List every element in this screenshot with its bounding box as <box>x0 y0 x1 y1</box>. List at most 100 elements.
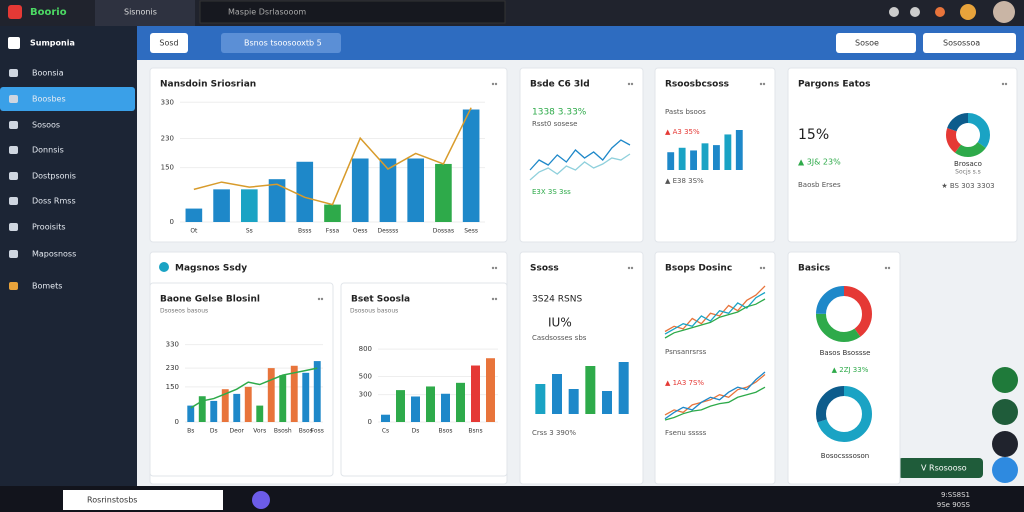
button-label: Sosd <box>159 39 178 48</box>
line <box>190 367 318 409</box>
x-tick-label: Fssa <box>326 228 340 235</box>
bar <box>267 368 275 422</box>
x-tick-label: Ds <box>210 428 218 435</box>
y-tick-label: 230 <box>166 364 179 372</box>
tab[interactable] <box>95 0 195 26</box>
x-tick-label: Vors <box>253 428 266 435</box>
fab[interactable] <box>992 431 1018 457</box>
x-tick-label: Bsos <box>438 428 452 435</box>
nav-item[interactable]: Bomets <box>32 282 62 291</box>
line <box>529 139 631 171</box>
select[interactable] <box>836 33 916 53</box>
menu-dot[interactable] <box>887 266 891 270</box>
card-text: E3X 3S 3ss <box>532 188 571 196</box>
bar <box>724 134 732 170</box>
nav-item[interactable]: Boosbes <box>32 95 66 104</box>
bar <box>678 147 686 170</box>
nav-item[interactable]: Maposnoss <box>32 250 76 259</box>
menu-dot[interactable] <box>884 266 888 270</box>
bar <box>187 405 195 422</box>
menu-dot[interactable] <box>494 82 498 86</box>
bar <box>213 189 230 222</box>
tab-label: Sisnonis <box>124 8 157 17</box>
card-text: 3S24 RSNS <box>532 295 582 305</box>
bar <box>471 365 480 422</box>
icon[interactable] <box>910 7 920 17</box>
card-text: ▲ E38 3S% <box>665 177 704 185</box>
app-icon[interactable] <box>252 491 270 509</box>
menu-dot[interactable] <box>491 297 495 301</box>
nav-item[interactable]: Dostpsonis <box>32 172 76 181</box>
menu-dot[interactable] <box>627 266 631 270</box>
menu-dot[interactable] <box>759 82 763 86</box>
menu-dot[interactable] <box>494 266 498 270</box>
x-tick-label: Deor <box>230 428 245 435</box>
y-tick-label: 300 <box>359 391 372 399</box>
icon[interactable] <box>889 7 899 17</box>
menu-dot[interactable] <box>1001 82 1005 86</box>
panel <box>149 282 334 477</box>
x-tick-label: Dossas <box>433 228 454 235</box>
card-text: ▲ A3 35% <box>665 128 700 136</box>
nav-item[interactable]: Sosoos <box>32 121 60 130</box>
select[interactable] <box>923 33 1016 53</box>
line <box>664 285 766 333</box>
y-tick-label: 150 <box>166 383 179 391</box>
button[interactable] <box>150 33 188 53</box>
bar <box>462 109 480 222</box>
menu-dot[interactable] <box>630 82 634 86</box>
toast[interactable] <box>898 458 983 478</box>
nav-item[interactable]: Prooisits <box>32 223 66 232</box>
taskbar-search[interactable] <box>63 490 223 510</box>
menu-dot[interactable] <box>762 82 766 86</box>
filter[interactable] <box>221 33 341 53</box>
bar <box>279 375 287 422</box>
menu-dot[interactable] <box>627 82 631 86</box>
card-text: ▲ 3J& 23% <box>798 158 841 167</box>
menu-dot[interactable] <box>317 297 321 301</box>
y-tick-label: 500 <box>359 372 372 380</box>
donut-segment <box>816 386 872 442</box>
avatar[interactable] <box>993 1 1015 23</box>
menu-dot[interactable] <box>491 266 495 270</box>
nav-item[interactable]: Donnsis <box>32 146 64 155</box>
bar <box>256 405 264 422</box>
menu-dot[interactable] <box>759 266 763 270</box>
icon[interactable] <box>960 4 976 20</box>
sidebar-title: Sumponia <box>30 39 75 48</box>
nav-item[interactable]: Doss Rmss <box>32 197 76 206</box>
toast-label: V Rsosooso <box>921 464 967 473</box>
line <box>664 371 766 420</box>
card-text: Socjs s.s <box>955 169 981 176</box>
card-title: Basics <box>798 264 830 274</box>
nav-item[interactable]: Boonsia <box>32 69 64 78</box>
fab[interactable] <box>992 457 1018 483</box>
menu-dot[interactable] <box>762 266 766 270</box>
menu-dot[interactable] <box>494 297 498 301</box>
card <box>787 251 901 485</box>
x-tick-label: Ot <box>190 228 198 235</box>
menu-dot[interactable] <box>320 297 324 301</box>
bar <box>735 130 743 170</box>
card-title: Nansdoin Sriosrian <box>160 80 256 90</box>
logo-icon <box>8 5 22 19</box>
bar <box>396 390 405 422</box>
bar <box>381 414 390 422</box>
icon[interactable] <box>935 7 945 17</box>
x-tick-label: Bsosh <box>274 428 292 435</box>
card-icon <box>159 262 169 272</box>
fab[interactable] <box>992 367 1018 393</box>
menu-dot[interactable] <box>491 82 495 86</box>
bar <box>302 372 310 422</box>
date: 9Se 90SS <box>937 501 971 509</box>
menu-dot[interactable] <box>630 266 634 270</box>
search-box[interactable] <box>199 0 506 24</box>
card-text: Bosocsssoson <box>821 452 869 460</box>
x-tick-label: Foss <box>311 428 324 435</box>
y-tick-label: 0 <box>368 418 372 426</box>
card-title: Ssoss <box>530 264 559 274</box>
menu-dot[interactable] <box>1004 82 1008 86</box>
active-item[interactable] <box>0 87 135 111</box>
bar <box>602 391 612 414</box>
fab[interactable] <box>992 399 1018 425</box>
